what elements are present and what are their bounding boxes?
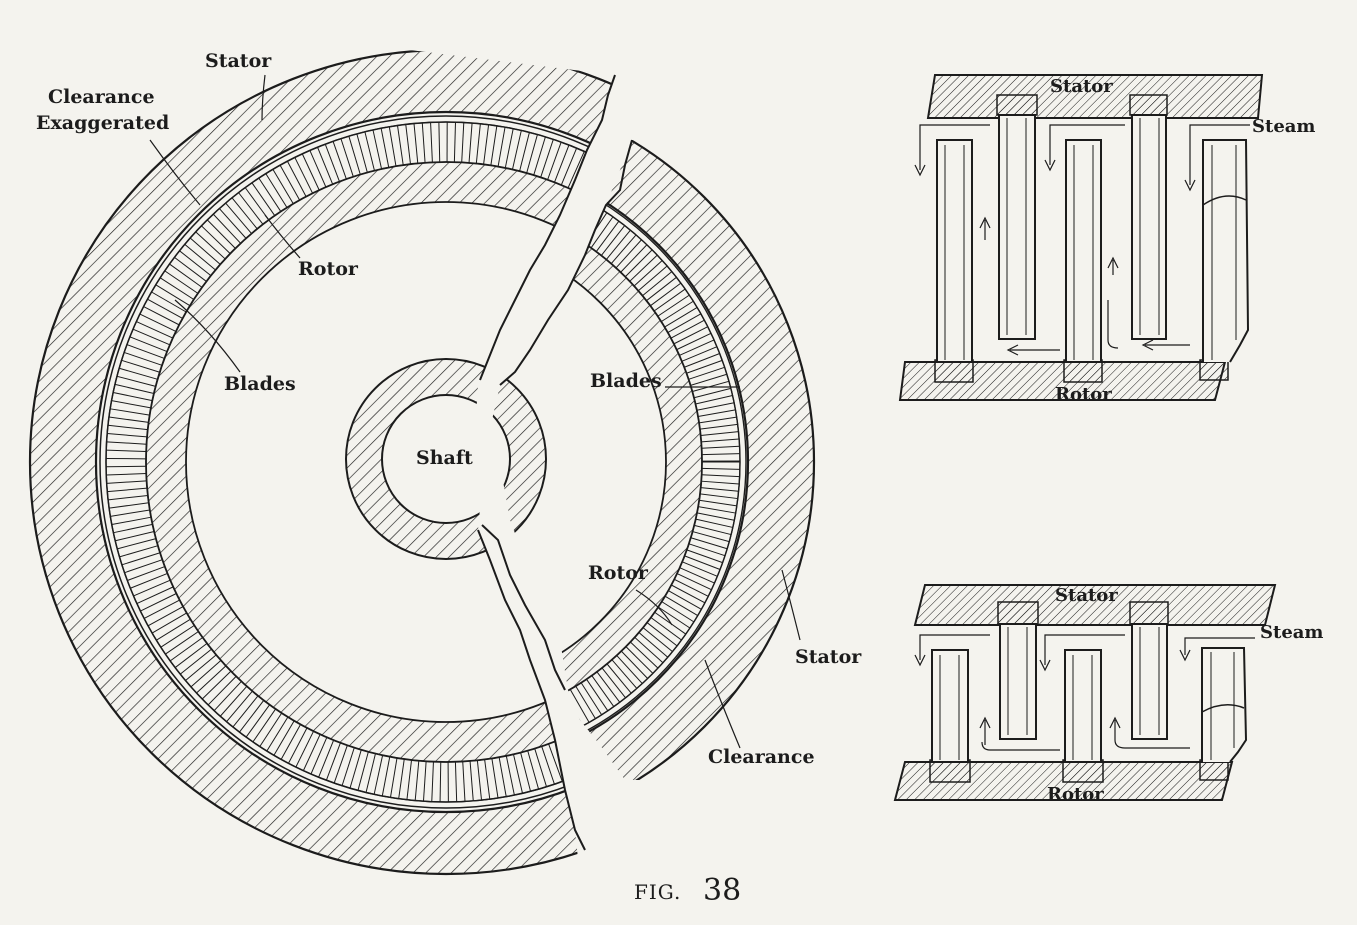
break-line-left xyxy=(479,74,616,381)
label-clearance-right: Clearance xyxy=(708,746,815,768)
detail-bottom-steam-label: Steam xyxy=(1260,622,1323,643)
detail-top-steam-label: Steam xyxy=(1252,116,1315,137)
rotor-ring xyxy=(145,161,615,763)
label-clearance-line2: Exaggerated xyxy=(36,112,169,134)
detail-top: Stator Steam Rotor xyxy=(898,74,1315,405)
break-line-right-lower xyxy=(481,524,566,691)
label-stator-right: Stator xyxy=(795,646,862,668)
detail-top-rotor-label: Rotor xyxy=(1055,384,1112,405)
caption-prefix: FIG. xyxy=(634,880,681,904)
detail-bottom: Stator Steam Rotor xyxy=(893,584,1323,805)
detail-top-stator-label: Stator xyxy=(1050,76,1113,97)
detail-bottom-rotor-label: Rotor xyxy=(1047,784,1104,805)
stator-ring xyxy=(28,48,615,876)
label-rotor-right: Rotor xyxy=(588,562,649,584)
rotor-ring-right xyxy=(492,199,703,725)
label-clearance-line1: Clearance xyxy=(48,86,155,108)
caption-number: 38 xyxy=(703,873,741,908)
break-line-left-lower xyxy=(477,529,586,851)
label-shaft: Shaft xyxy=(416,447,473,469)
blades-ring xyxy=(106,122,615,802)
detail-top-rotor xyxy=(898,361,1227,401)
break-line-right xyxy=(499,139,633,386)
label-rotor-left: Rotor xyxy=(298,258,359,280)
stator-ring-right xyxy=(492,140,816,780)
label-blades-left: Blades xyxy=(224,373,296,395)
label-stator-top: Stator xyxy=(205,50,272,72)
clearance-gap-outer xyxy=(99,115,615,809)
detail-bottom-stator-label: Stator xyxy=(1055,585,1118,606)
label-blades-right: Blades xyxy=(590,370,662,392)
